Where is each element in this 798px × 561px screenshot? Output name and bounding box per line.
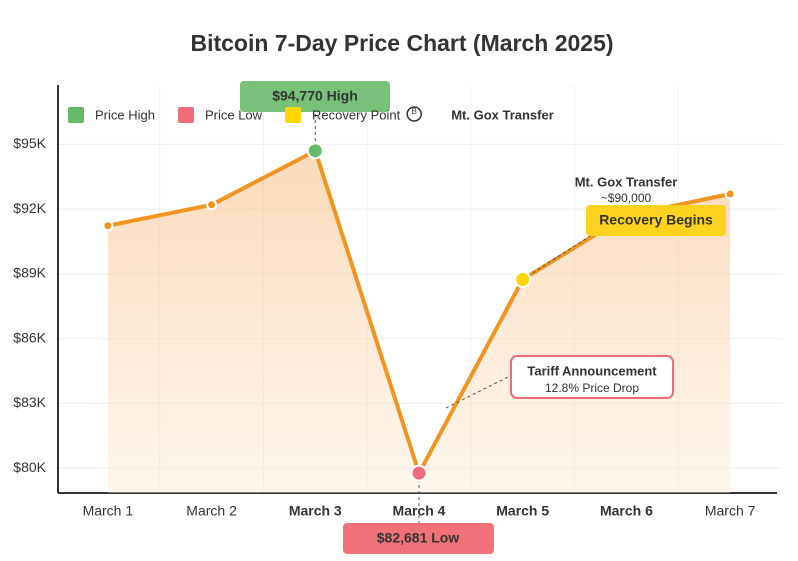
y-tick-label: $92K: [13, 200, 46, 216]
legend-label: Price High: [95, 107, 155, 122]
recovery-box: [586, 205, 726, 236]
connector: [522, 235, 591, 280]
x-tick-label: March 7: [705, 503, 756, 519]
y-tick-label: $95K: [13, 135, 46, 151]
point: [306, 142, 324, 160]
low-label: $82,681 Low: [377, 530, 460, 546]
y-tick-label: $80K: [13, 459, 46, 475]
legend-icon-ring: [406, 106, 422, 122]
high-box: [240, 81, 390, 112]
gox-title: Mt. Gox Transfer: [575, 174, 678, 189]
x-tick-label: March 3: [289, 503, 342, 519]
gox-sub: ~$90,000: [601, 191, 652, 205]
y-tick-label: $86K: [13, 329, 46, 345]
point: [206, 199, 218, 211]
recovery-label: Recovery Begins: [599, 212, 713, 228]
legend-icon-label: Mt. Gox Transfer: [451, 107, 554, 122]
area: [107, 150, 731, 494]
y-tick-label: $89K: [13, 265, 46, 281]
x-tick-label: March 2: [186, 503, 237, 519]
tariff-sub: 12.8% Price Drop: [545, 381, 639, 395]
high-label: $94,770 High: [272, 88, 358, 104]
legend-swatch: [68, 107, 84, 123]
x-tick-label: March 1: [83, 503, 134, 519]
connector: [445, 374, 513, 409]
x-tick-label: March 5: [496, 503, 549, 519]
x-tick-label: March 6: [600, 503, 653, 519]
legend-swatch: [285, 107, 302, 123]
y-tick-label: $83K: [13, 394, 46, 410]
legend-label: Recovery Point: [312, 107, 401, 122]
chart-title: Bitcoin 7-Day Price Chart (March 2025): [190, 30, 613, 56]
low-box: [343, 523, 494, 554]
tariff-title: Tariff Announcement: [527, 363, 657, 378]
legend-swatch: [177, 107, 194, 123]
point: [410, 464, 428, 482]
legend-label: Price Low: [205, 107, 263, 122]
point: [102, 220, 114, 232]
point: [724, 188, 736, 200]
point: [514, 271, 532, 289]
legend-icon: B: [412, 107, 417, 116]
tariff-box: [510, 355, 674, 399]
